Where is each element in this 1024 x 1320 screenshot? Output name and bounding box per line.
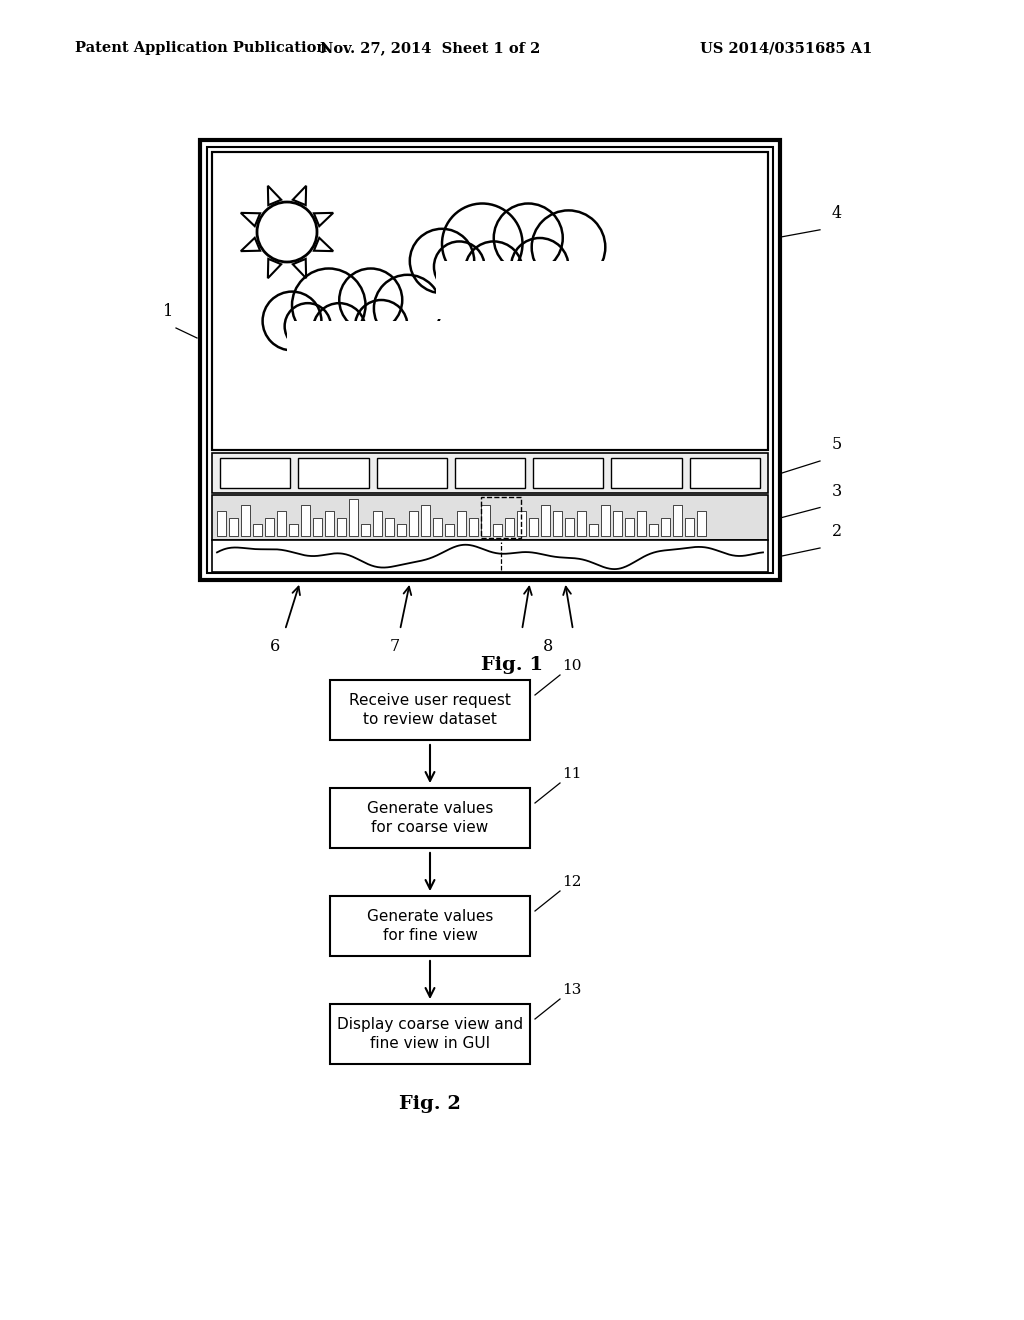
Bar (289, 524, 298, 536)
Bar (229, 517, 238, 536)
Bar (625, 517, 634, 536)
Text: Display coarse view and
fine view in GUI: Display coarse view and fine view in GUI (337, 1016, 523, 1052)
Circle shape (494, 203, 563, 272)
Circle shape (442, 203, 522, 284)
Circle shape (313, 304, 366, 355)
Bar (433, 517, 442, 536)
Bar (397, 524, 406, 536)
Text: 3: 3 (831, 483, 843, 499)
Text: 10: 10 (562, 659, 582, 673)
Bar (361, 524, 370, 536)
Text: 6: 6 (270, 638, 281, 655)
Bar (200, 140, 780, 579)
Circle shape (355, 300, 408, 352)
Bar (217, 511, 226, 536)
Bar (385, 517, 394, 536)
Bar (377, 458, 446, 488)
Bar (445, 524, 454, 536)
Circle shape (292, 268, 366, 342)
Bar (349, 499, 358, 536)
Bar (220, 458, 290, 488)
Bar (330, 788, 530, 847)
Bar (278, 511, 286, 536)
Bar (589, 524, 598, 536)
Circle shape (410, 228, 474, 293)
Text: Fig. 1: Fig. 1 (481, 656, 543, 675)
Bar (212, 495, 768, 540)
Bar (409, 511, 418, 536)
Bar (481, 506, 490, 536)
Bar (253, 524, 262, 536)
Circle shape (374, 275, 441, 342)
Bar (421, 506, 430, 536)
Circle shape (262, 292, 322, 350)
Bar (577, 511, 586, 536)
Bar (455, 458, 525, 488)
Bar (313, 517, 322, 536)
Bar (325, 511, 334, 536)
Bar (529, 517, 538, 536)
Circle shape (339, 268, 402, 331)
Bar (212, 540, 768, 572)
Text: Receive user request
to review dataset: Receive user request to review dataset (349, 693, 511, 727)
Bar (565, 517, 574, 536)
Bar (265, 517, 274, 536)
Bar (611, 458, 682, 488)
Bar (212, 152, 768, 450)
Text: 12: 12 (562, 875, 582, 888)
Bar (301, 506, 310, 536)
Bar (241, 506, 250, 536)
Bar (373, 511, 382, 536)
Bar (298, 458, 369, 488)
Bar (690, 458, 760, 488)
Text: Fig. 2: Fig. 2 (399, 1096, 461, 1113)
Bar (337, 517, 346, 536)
Circle shape (465, 242, 522, 298)
Text: 7: 7 (390, 638, 400, 655)
Bar (330, 1005, 530, 1064)
Bar (601, 506, 610, 536)
Circle shape (285, 304, 331, 350)
Text: Generate values
for fine view: Generate values for fine view (367, 908, 494, 944)
Text: 11: 11 (562, 767, 582, 781)
Bar (613, 511, 622, 536)
Text: 5: 5 (831, 436, 843, 453)
Text: Nov. 27, 2014  Sheet 1 of 2: Nov. 27, 2014 Sheet 1 of 2 (319, 41, 541, 55)
Bar (649, 524, 658, 536)
Text: 4: 4 (831, 205, 842, 222)
Bar (330, 680, 530, 741)
Text: 2: 2 (831, 523, 842, 540)
Bar (534, 458, 603, 488)
Text: 1: 1 (163, 304, 173, 319)
Bar (436, 261, 608, 318)
Bar (685, 517, 694, 536)
Circle shape (434, 242, 484, 292)
Bar (662, 517, 670, 536)
Bar (541, 506, 550, 536)
Text: 8: 8 (543, 638, 553, 655)
Bar (493, 524, 502, 536)
Text: 13: 13 (562, 983, 582, 997)
Bar (673, 506, 682, 536)
Text: Generate values
for coarse view: Generate values for coarse view (367, 801, 494, 836)
Bar (553, 511, 562, 536)
Bar (481, 498, 521, 539)
Bar (517, 511, 526, 536)
Text: US 2014/0351685 A1: US 2014/0351685 A1 (700, 41, 872, 55)
Bar (457, 511, 466, 536)
Bar (207, 147, 773, 573)
Bar (212, 453, 768, 492)
Bar (469, 517, 478, 536)
Circle shape (511, 238, 568, 296)
Bar (287, 321, 444, 374)
Bar (330, 896, 530, 956)
Bar (505, 517, 514, 536)
Circle shape (531, 210, 605, 284)
Bar (697, 511, 706, 536)
Text: Patent Application Publication: Patent Application Publication (75, 41, 327, 55)
Bar (212, 152, 768, 450)
Bar (637, 511, 646, 536)
